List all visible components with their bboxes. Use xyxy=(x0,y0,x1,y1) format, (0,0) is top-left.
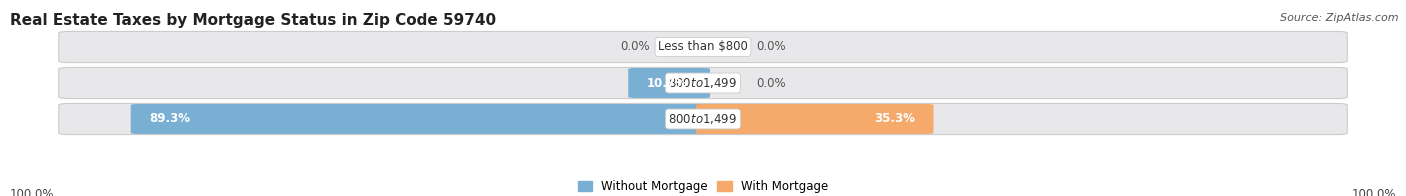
Text: Less than $800: Less than $800 xyxy=(658,41,748,54)
Text: 10.7%: 10.7% xyxy=(647,76,688,90)
Text: $800 to $1,499: $800 to $1,499 xyxy=(668,76,738,90)
Text: 35.3%: 35.3% xyxy=(875,113,915,125)
Text: Source: ZipAtlas.com: Source: ZipAtlas.com xyxy=(1281,13,1399,23)
FancyBboxPatch shape xyxy=(131,104,710,134)
Text: $800 to $1,499: $800 to $1,499 xyxy=(668,112,738,126)
Text: 0.0%: 0.0% xyxy=(756,41,786,54)
Text: 100.0%: 100.0% xyxy=(10,188,55,196)
FancyBboxPatch shape xyxy=(59,31,1347,63)
Text: 0.0%: 0.0% xyxy=(620,41,650,54)
Text: 89.3%: 89.3% xyxy=(149,113,190,125)
Text: 0.0%: 0.0% xyxy=(756,76,786,90)
Text: 100.0%: 100.0% xyxy=(1351,188,1396,196)
FancyBboxPatch shape xyxy=(628,68,710,98)
FancyBboxPatch shape xyxy=(59,67,1347,99)
Text: Real Estate Taxes by Mortgage Status in Zip Code 59740: Real Estate Taxes by Mortgage Status in … xyxy=(10,13,496,28)
FancyBboxPatch shape xyxy=(59,103,1347,135)
Legend: Without Mortgage, With Mortgage: Without Mortgage, With Mortgage xyxy=(574,175,832,196)
FancyBboxPatch shape xyxy=(696,104,934,134)
